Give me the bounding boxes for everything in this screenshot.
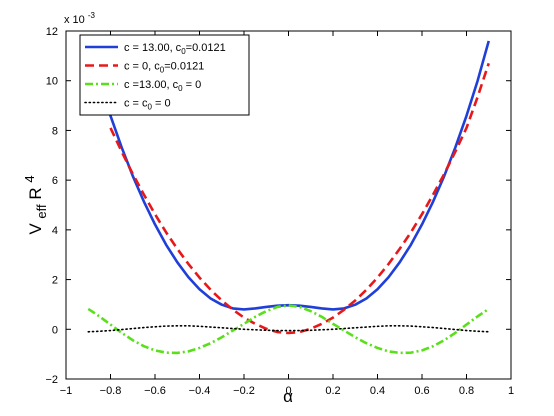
series-line-3 [87, 304, 490, 355]
x-axis-title: α [283, 387, 293, 406]
y-tick-label: −2 [45, 374, 58, 386]
y-axis-title: V eff R 4 [22, 175, 50, 234]
y-scale-label: x 10 -3 [64, 11, 96, 26]
y-axis-title-rest: R [26, 187, 45, 199]
legend-box [79, 34, 250, 116]
x-tick-label: −0.2 [233, 385, 255, 397]
x-tick-label: 0.2 [325, 385, 340, 397]
x-tick-label: −1 [60, 385, 73, 397]
y-tick-label: 2 [52, 275, 58, 287]
series-line-2 [109, 62, 490, 335]
y-scale-exponent: -3 [88, 11, 96, 20]
y-scale-base: x 10 [64, 14, 85, 26]
y-axis-title-sup: 4 [22, 175, 37, 182]
legend-label-3: c =13.00, c0 = 0 [124, 79, 201, 93]
x-tick-label: 0 [285, 385, 291, 397]
series-line-4 [87, 325, 490, 333]
series-layer [86, 40, 491, 355]
legend-label-1: c = 13.00, c0=0.0121 [124, 42, 226, 56]
y-tick-label: 10 [46, 76, 58, 88]
x-tick-label: −0.8 [100, 385, 122, 397]
x-tick-label: −0.4 [189, 385, 211, 397]
x-tick-label: 0.6 [414, 385, 429, 397]
y-tick-label: 12 [46, 26, 58, 38]
tick-layer: −1 −0.8 −0.6 −0.4 −0.2 0 0.2 0.4 0.6 0.8 1 −2 0 2 4 6 8 1… [45, 26, 514, 397]
y-tick-label: 4 [52, 225, 58, 237]
y-tick-label: 0 [52, 324, 58, 336]
x-tick-label: −0.6 [144, 385, 166, 397]
x-tick-label: 1 [508, 385, 514, 397]
y-axis-title-sub: eff [34, 204, 49, 219]
legend-label-2: c = 0, c0=0.0121 [124, 61, 204, 75]
y-tick-label: 8 [52, 125, 58, 137]
x-tick-label: 0.4 [370, 385, 385, 397]
series-line-1 [86, 40, 491, 311]
legend: c = 13.00, c0=0.0121 c = 0, c0=0.0121 c =1… [79, 34, 250, 116]
y-tick-label: 6 [52, 175, 58, 187]
legend-label-4: c = c0 = 0 [124, 98, 171, 112]
x-tick-label: 0.8 [459, 385, 474, 397]
y-axis-title-base: V [26, 223, 45, 235]
